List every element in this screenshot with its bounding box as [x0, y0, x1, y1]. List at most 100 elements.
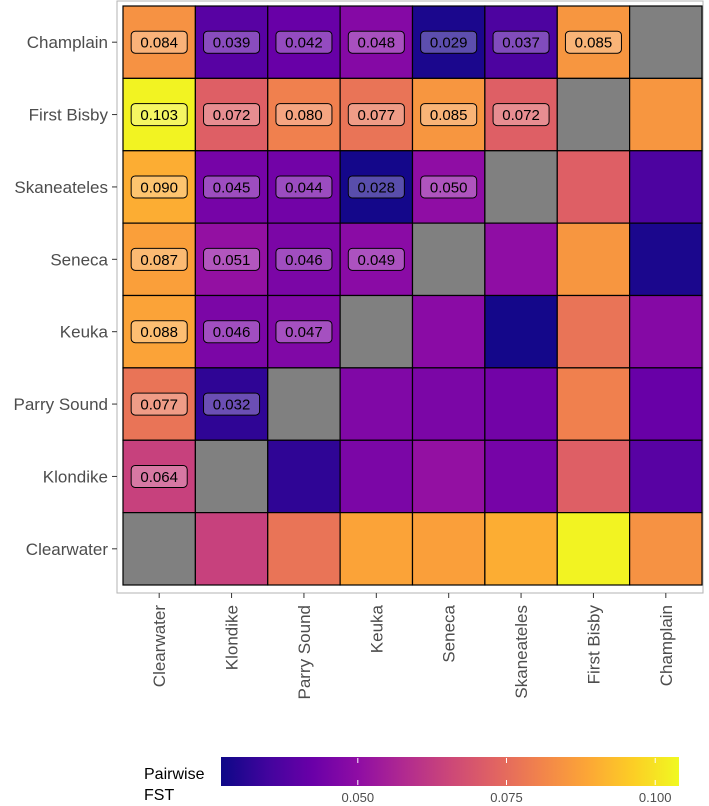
cell-label-tint — [565, 31, 621, 53]
cell-label-box — [275, 320, 333, 344]
cell-label-box — [203, 30, 261, 54]
cell-label-tint — [276, 321, 332, 343]
cell-label-tint — [131, 176, 187, 198]
heatmap-cell — [194, 5, 269, 79]
x-tick-label: Parry Sound — [295, 605, 314, 700]
heatmap-cell — [556, 367, 631, 441]
y-tick-label: Clearwater — [26, 540, 109, 559]
heatmap-cell — [484, 77, 558, 152]
cell-label-box — [203, 320, 261, 344]
cell-label-tint — [204, 31, 260, 53]
heatmap-cell — [411, 512, 486, 586]
cell-label-tint — [131, 248, 187, 270]
cell-value-label: 0.103 — [140, 107, 178, 124]
heatmap-cell — [484, 294, 558, 369]
cell-value-label: 0.047 — [285, 324, 323, 341]
heatmap-cell — [339, 367, 414, 441]
cell-label-tint — [204, 104, 260, 126]
heatmap-cell — [556, 5, 631, 79]
cell-label-tint — [421, 176, 477, 198]
heatmap-cell — [267, 150, 341, 224]
heatmap-cell — [556, 77, 631, 152]
x-tick-label: Klondike — [223, 605, 242, 670]
cell-label-tint — [348, 104, 404, 126]
heatmap-cell — [339, 77, 414, 152]
y-tick-label: Champlain — [27, 33, 108, 52]
cell-label-tint — [493, 31, 549, 53]
heatmap-cell — [339, 294, 414, 369]
heatmap-cell — [411, 294, 486, 369]
heatmap-cell — [411, 439, 486, 514]
cell-label-box — [492, 103, 550, 127]
cell-label-tint — [348, 31, 404, 53]
heatmap-cell — [556, 150, 631, 224]
heatmap-cell — [484, 512, 558, 586]
cell-value-label: 0.077 — [358, 107, 396, 124]
cell-label-box — [564, 30, 622, 54]
heatmap-cell — [629, 5, 703, 79]
cell-label-box — [275, 175, 333, 199]
heatmap-cell — [629, 512, 703, 586]
y-tick-label: Parry Sound — [14, 395, 109, 414]
legend-title-line2: FST — [144, 787, 174, 804]
legend-tick-label: 0.075 — [490, 790, 523, 805]
x-axis-tick-labels: Clearwater Klondike Parry Sound Keuka Seneca… — [150, 593, 676, 700]
x-tick-label: First Bisby — [584, 605, 603, 685]
heatmap-cell — [194, 367, 269, 441]
cell-label-box — [275, 103, 333, 127]
cell-value-label: 0.085 — [430, 107, 468, 124]
cell-label-tint — [131, 31, 187, 53]
cell-label-box — [130, 103, 188, 127]
cell-label-tint — [348, 248, 404, 270]
heatmap-cell — [629, 367, 703, 441]
cell-label-tint — [421, 31, 477, 53]
cell-value-label: 0.046 — [213, 324, 251, 341]
heatmap-cell — [484, 150, 558, 224]
cell-label-box — [347, 30, 405, 54]
heatmap-cell — [122, 5, 196, 79]
heatmap-cell-labels: 0.084 0.039 0.042 0.048 0.029 0.037 0.085 0.103… — [130, 30, 622, 488]
heatmap-cell — [411, 5, 486, 79]
heatmap-cell — [267, 222, 341, 297]
cell-label-box — [130, 320, 188, 344]
cell-label-tint — [204, 393, 260, 415]
cell-label-box — [420, 175, 478, 199]
cell-label-tint — [276, 104, 332, 126]
cell-label-tint — [493, 104, 549, 126]
heatmap-cell — [267, 439, 341, 514]
cell-label-box — [492, 30, 550, 54]
heatmap-cell — [339, 222, 414, 297]
cell-value-label: 0.072 — [502, 107, 540, 124]
cell-value-label: 0.051 — [213, 252, 251, 269]
cell-label-tint — [348, 176, 404, 198]
heatmap-cell — [339, 512, 414, 586]
heatmap-cell — [411, 150, 486, 224]
cell-value-label: 0.042 — [285, 35, 323, 52]
x-tick-label: Keuka — [367, 604, 386, 653]
cell-label-tint — [131, 321, 187, 343]
cell-label-tint — [204, 248, 260, 270]
cell-value-label: 0.064 — [140, 469, 178, 486]
cell-value-label: 0.048 — [358, 35, 396, 52]
cell-label-box — [203, 392, 261, 416]
cell-value-label: 0.045 — [213, 179, 251, 196]
heatmap-cell — [556, 512, 631, 586]
heatmap-cell — [484, 222, 558, 297]
x-tick-label: Seneca — [440, 604, 459, 662]
heatmap-cell — [267, 512, 341, 586]
x-tick-label: Skaneateles — [512, 605, 531, 699]
cell-label-box — [420, 103, 478, 127]
cell-label-box — [347, 103, 405, 127]
heatmap-cell — [629, 439, 703, 514]
heatmap-cell — [194, 294, 269, 369]
x-tick-label: Champlain — [657, 605, 676, 686]
heatmap-cell — [484, 367, 558, 441]
cell-label-tint — [131, 393, 187, 415]
cell-label-box — [130, 175, 188, 199]
cell-label-box — [203, 103, 261, 127]
cell-value-label: 0.037 — [502, 35, 540, 52]
y-axis-tick-labels: Champlain First Bisby Skaneateles Seneca Keu… — [14, 33, 117, 559]
heatmap-cell — [556, 294, 631, 369]
cell-label-box — [347, 247, 405, 271]
cell-value-label: 0.032 — [213, 397, 251, 414]
